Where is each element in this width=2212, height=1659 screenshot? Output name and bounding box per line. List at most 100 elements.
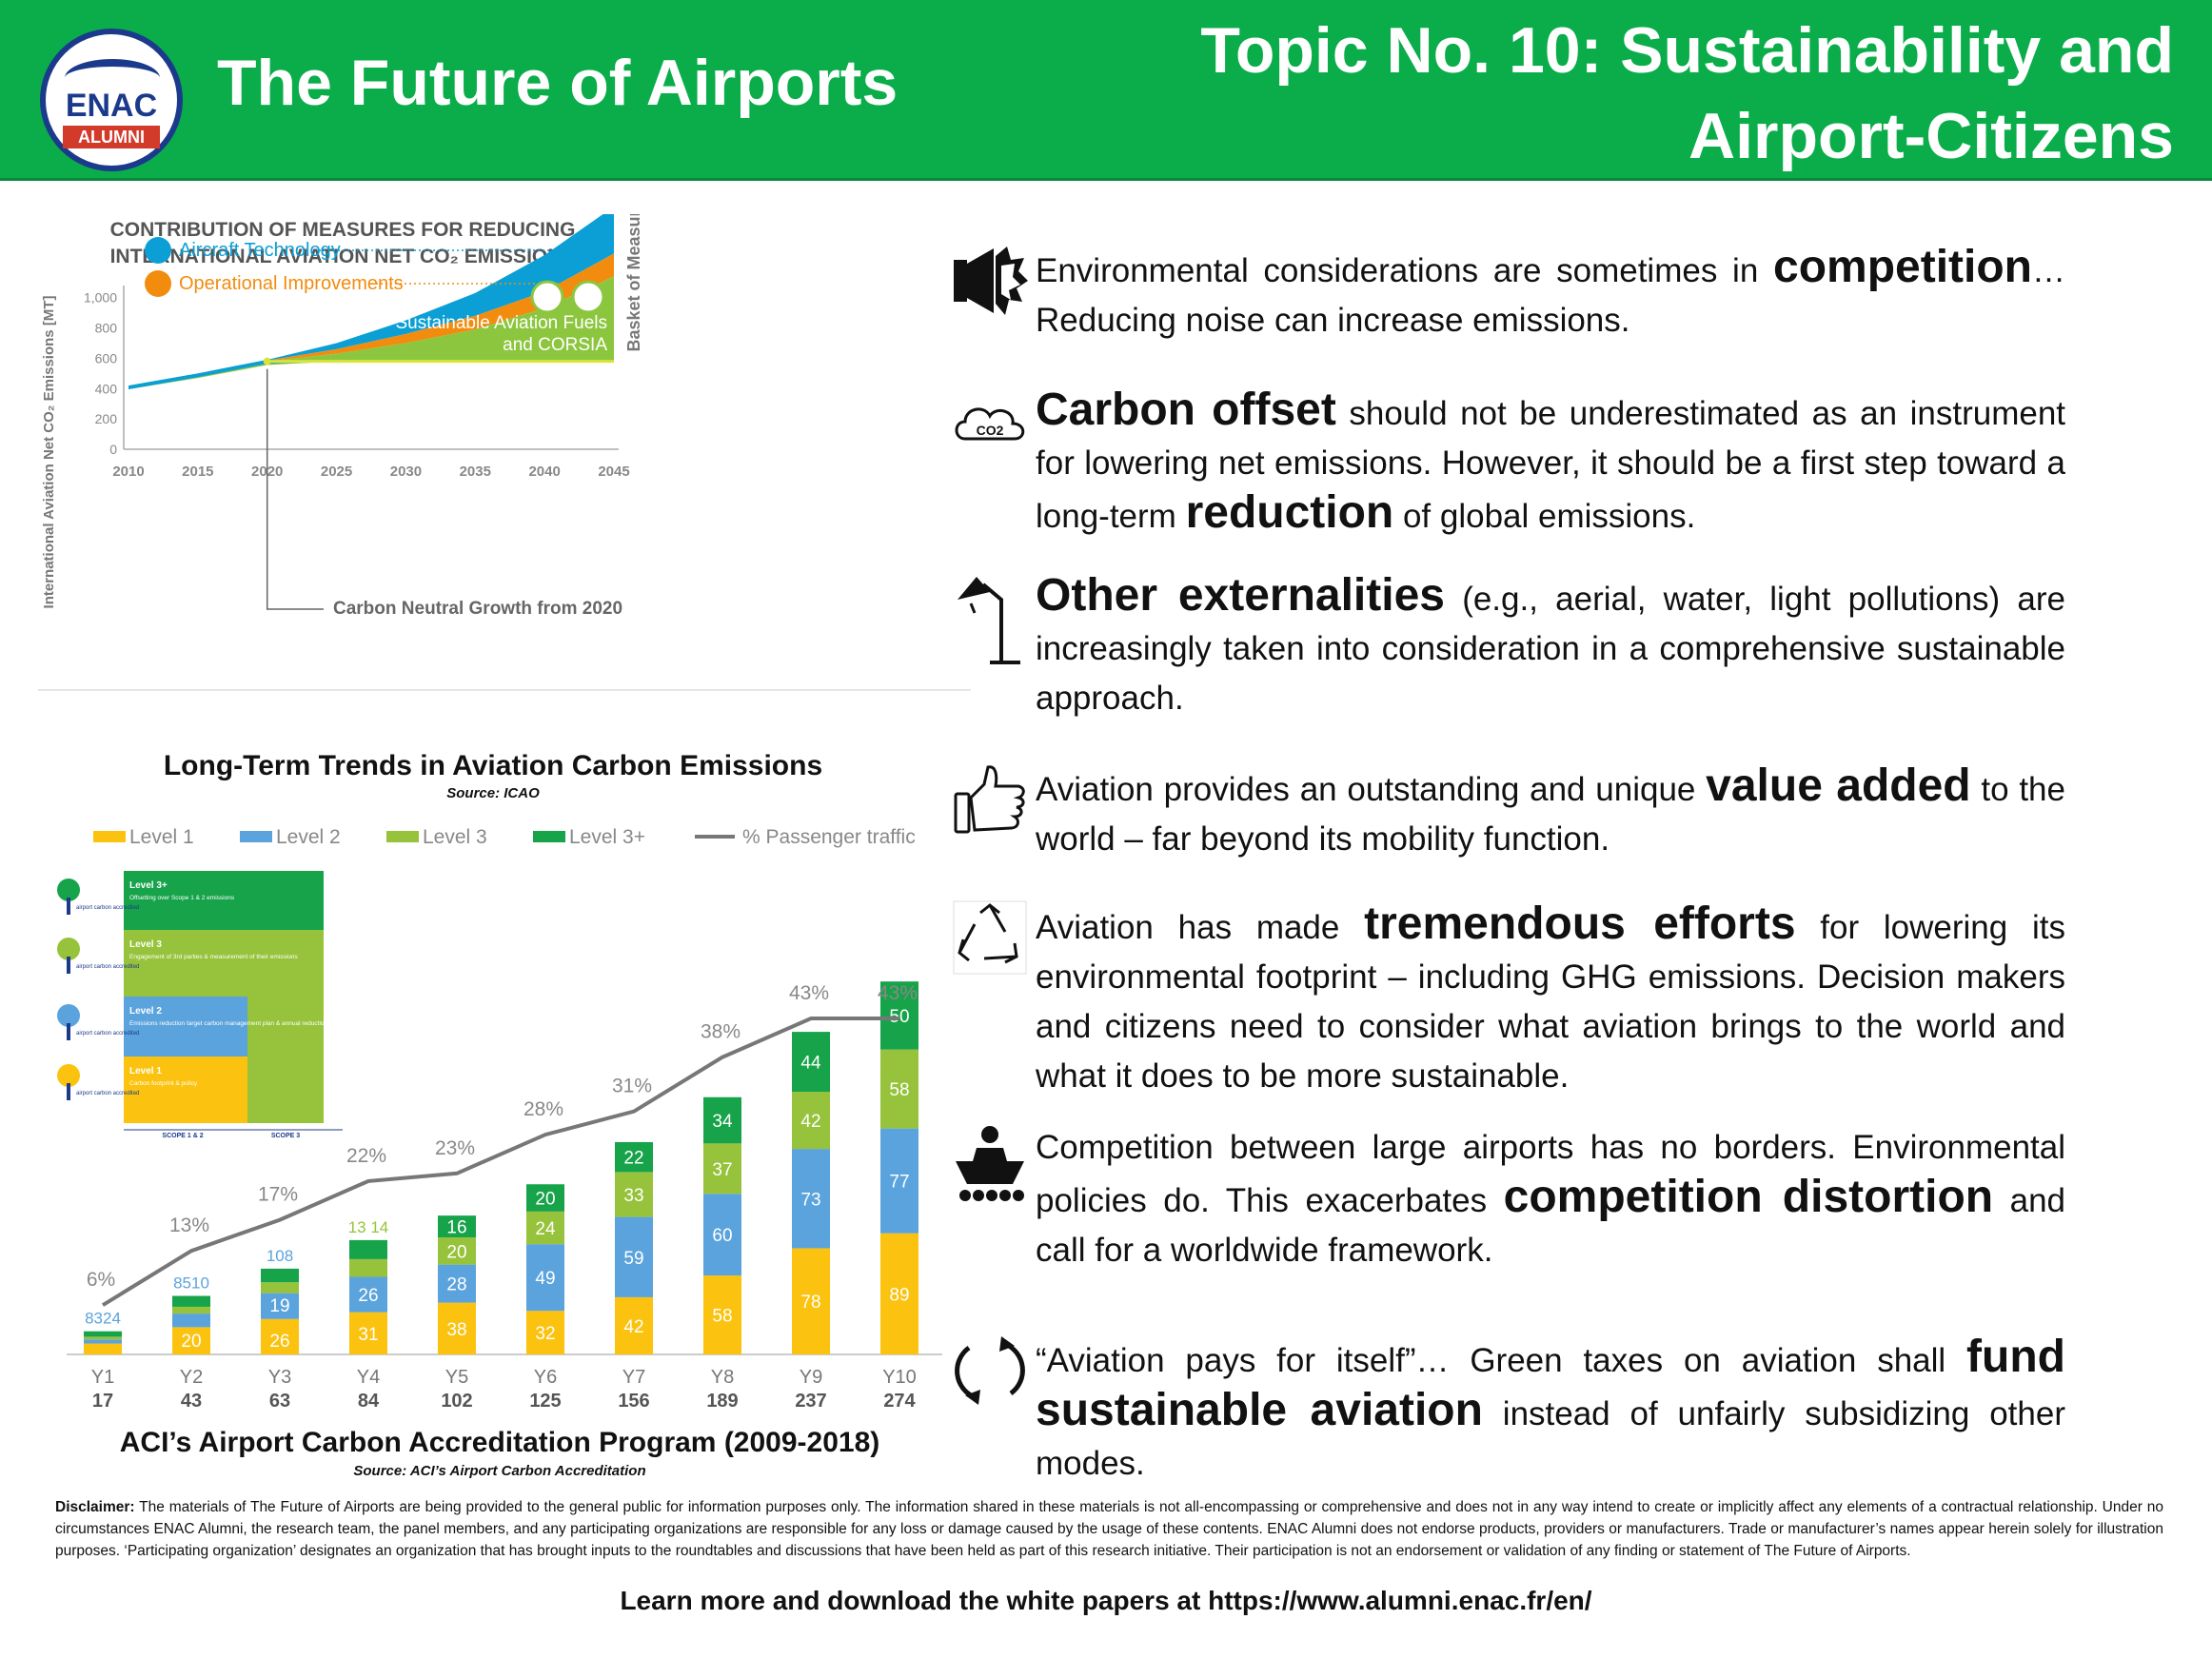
inset-badge-text: airport carbon accredited [76, 905, 139, 911]
point-6-pre: Competition between large airports has n… [1036, 1129, 2065, 1219]
inset-level-sub: Offsetting over Scope 1 & 2 emissions [129, 895, 235, 901]
passenger-pct-label: 22% [346, 1145, 386, 1167]
inset-badge-text: airport carbon accredited [76, 964, 139, 970]
bar-top-values: 108 [267, 1247, 293, 1265]
bar-value-label: 22 [623, 1149, 643, 1169]
legend-swatch [93, 831, 126, 842]
legend-label: Level 3+ [569, 826, 645, 848]
inset-level-label: Level 3 [129, 939, 162, 950]
x-category-label: Y4 [357, 1367, 380, 1388]
cycle-arrows-icon [955, 1336, 1025, 1405]
passenger-pct-label: 23% [435, 1137, 475, 1159]
bar-value-label: 77 [889, 1173, 909, 1193]
legend-swatch [240, 831, 272, 842]
point-2-post: should not be underestimated as an instr… [1036, 395, 2066, 535]
inset-level-sub: Carbon footprint & policy [129, 1080, 198, 1087]
inset-badge-text: airport carbon accredited [76, 1031, 139, 1037]
point-5-pre: Aviation has made [1036, 909, 1365, 946]
chart1-y-label: International Aviation Net CO₂ Emissions… [41, 296, 57, 609]
bar-segment-level-1 [438, 1302, 476, 1354]
bar-segment-level-1 [526, 1311, 564, 1354]
enac-alumni-logo[interactable]: ENAC ALUMNI [40, 29, 183, 171]
chart1-label-saf-1: Sustainable Aviation Fuels [395, 313, 607, 333]
x-total-label: 63 [269, 1391, 290, 1412]
aci-accreditation-chart: Long-Term Trends in Aviation Carbon Emis… [29, 738, 961, 1490]
x-total-label: 84 [358, 1391, 380, 1412]
bar-segment-level-3 [792, 1092, 830, 1150]
chart1-y-tick-label: 1,000 [84, 290, 117, 306]
co2-chart-svg: CONTRIBUTION OF MEASURES FOR REDUCING INT… [38, 190, 971, 691]
passenger-pct-label: 28% [523, 1098, 563, 1120]
chart1-annotation-line [266, 368, 324, 610]
loudspeaker-icon [954, 247, 1028, 315]
bar-value-label: 42 [623, 1317, 643, 1337]
chart1-cng-marker [263, 357, 271, 365]
bar-segment-level-3 [172, 1306, 210, 1314]
bar-value-label: 26 [269, 1332, 289, 1352]
inset-level-label: Level 1 [129, 1066, 162, 1076]
bar-segment-level-1 [261, 1318, 299, 1354]
street-lamp-icon [958, 577, 1020, 664]
bar-value-label: 20 [446, 1242, 466, 1262]
bar-segment-level-1 [615, 1296, 653, 1354]
bar-value-label: 32 [535, 1324, 555, 1344]
inset-badge-text: airport carbon accredited [76, 1091, 139, 1096]
disclaimer: Disclaimer: The materials of The Future … [55, 1496, 2163, 1562]
recycle-icon [953, 900, 1027, 975]
x-total-label: 274 [883, 1391, 916, 1412]
bar-segment-level-2 [261, 1293, 299, 1319]
bar-value-label: 78 [800, 1293, 820, 1313]
point-5-post: for lowering its environmental footprint… [1036, 909, 2065, 1095]
point-2-post2: of global emissions. [1393, 498, 1696, 535]
bar-segment-level-3 [615, 1172, 653, 1217]
accreditation-trunk-icon [67, 1083, 70, 1100]
x-category-label: Y7 [622, 1367, 645, 1388]
bar-segment-level-2 [349, 1276, 387, 1313]
header-bar: ENAC ALUMNI The Future of Airports Topic… [0, 0, 2212, 181]
accreditation-tree-icon [57, 879, 80, 901]
bar-value-label: 16 [446, 1218, 466, 1238]
passenger-pct-label: 43% [789, 982, 829, 1004]
bar-segment-level-2 [615, 1216, 653, 1297]
passenger-traffic-line [101, 1017, 899, 1307]
point-2-bold2: reduction [1185, 487, 1394, 538]
footer-link[interactable]: Learn more and download the white papers… [620, 1586, 1592, 1615]
inset-scope3-block [247, 997, 324, 1057]
thumbs-up-icon [954, 765, 1025, 834]
aci-chart-svg: Long-Term Trends in Aviation Carbon Emis… [57, 750, 942, 1479]
legend-label: Level 2 [276, 826, 341, 848]
point-3-bold: Other externalities [1036, 570, 1445, 621]
topic-title-line1: Topic No. 10: Sustainability and [1200, 14, 2174, 87]
bar-segment-level-2 [172, 1313, 210, 1328]
chart2-title: ACI’s Airport Carbon Accreditation Progr… [120, 1427, 880, 1458]
bar-value-label: 24 [535, 1219, 556, 1239]
bar-segment-level-3 [438, 1237, 476, 1265]
bar-segment-level-3 [349, 1258, 387, 1277]
bar-segment-level-3- [84, 1331, 122, 1337]
site-title: The Future of Airports [217, 47, 899, 119]
accreditation-tree-icon [57, 1064, 80, 1087]
point-6-post: and call for a worldwide framework. [1036, 1182, 2066, 1269]
point-7-bold: fund sustainable aviation [1036, 1332, 2065, 1435]
chart1-label-aircraft: Aircraft Technology [179, 240, 341, 261]
chart1-x-tick-label: 2040 [528, 464, 560, 480]
x-total-label: 125 [529, 1391, 561, 1412]
accreditation-tree-icon [57, 938, 80, 960]
chart1-area-base [128, 359, 614, 390]
chart1-x-tick-label: 2010 [112, 464, 144, 480]
passenger-pct-label: 31% [612, 1076, 652, 1097]
chart1-caption: Long-Term Trends in Aviation Carbon Emis… [164, 750, 822, 781]
accreditation-trunk-icon [67, 1023, 70, 1040]
point-1-post: … Reducing noise can increase emissions. [1036, 252, 2065, 339]
bar-segment-level-3 [261, 1282, 299, 1294]
chart1-x-tick-label: 2025 [321, 464, 352, 480]
passenger-pct-label: 6% [87, 1269, 115, 1291]
x-category-label: Y6 [534, 1367, 557, 1388]
bar-segment-level-3 [703, 1143, 741, 1195]
bar-segment-level-3- [615, 1141, 653, 1173]
chart1-label-operational: Operational Improvements [179, 273, 404, 294]
bar-value-label: 58 [889, 1080, 909, 1100]
x-total-label: 102 [441, 1391, 472, 1412]
x-category-label: Y8 [711, 1367, 734, 1388]
chart1-title-line1: CONTRIBUTION OF MEASURES FOR REDUCING [110, 219, 576, 241]
